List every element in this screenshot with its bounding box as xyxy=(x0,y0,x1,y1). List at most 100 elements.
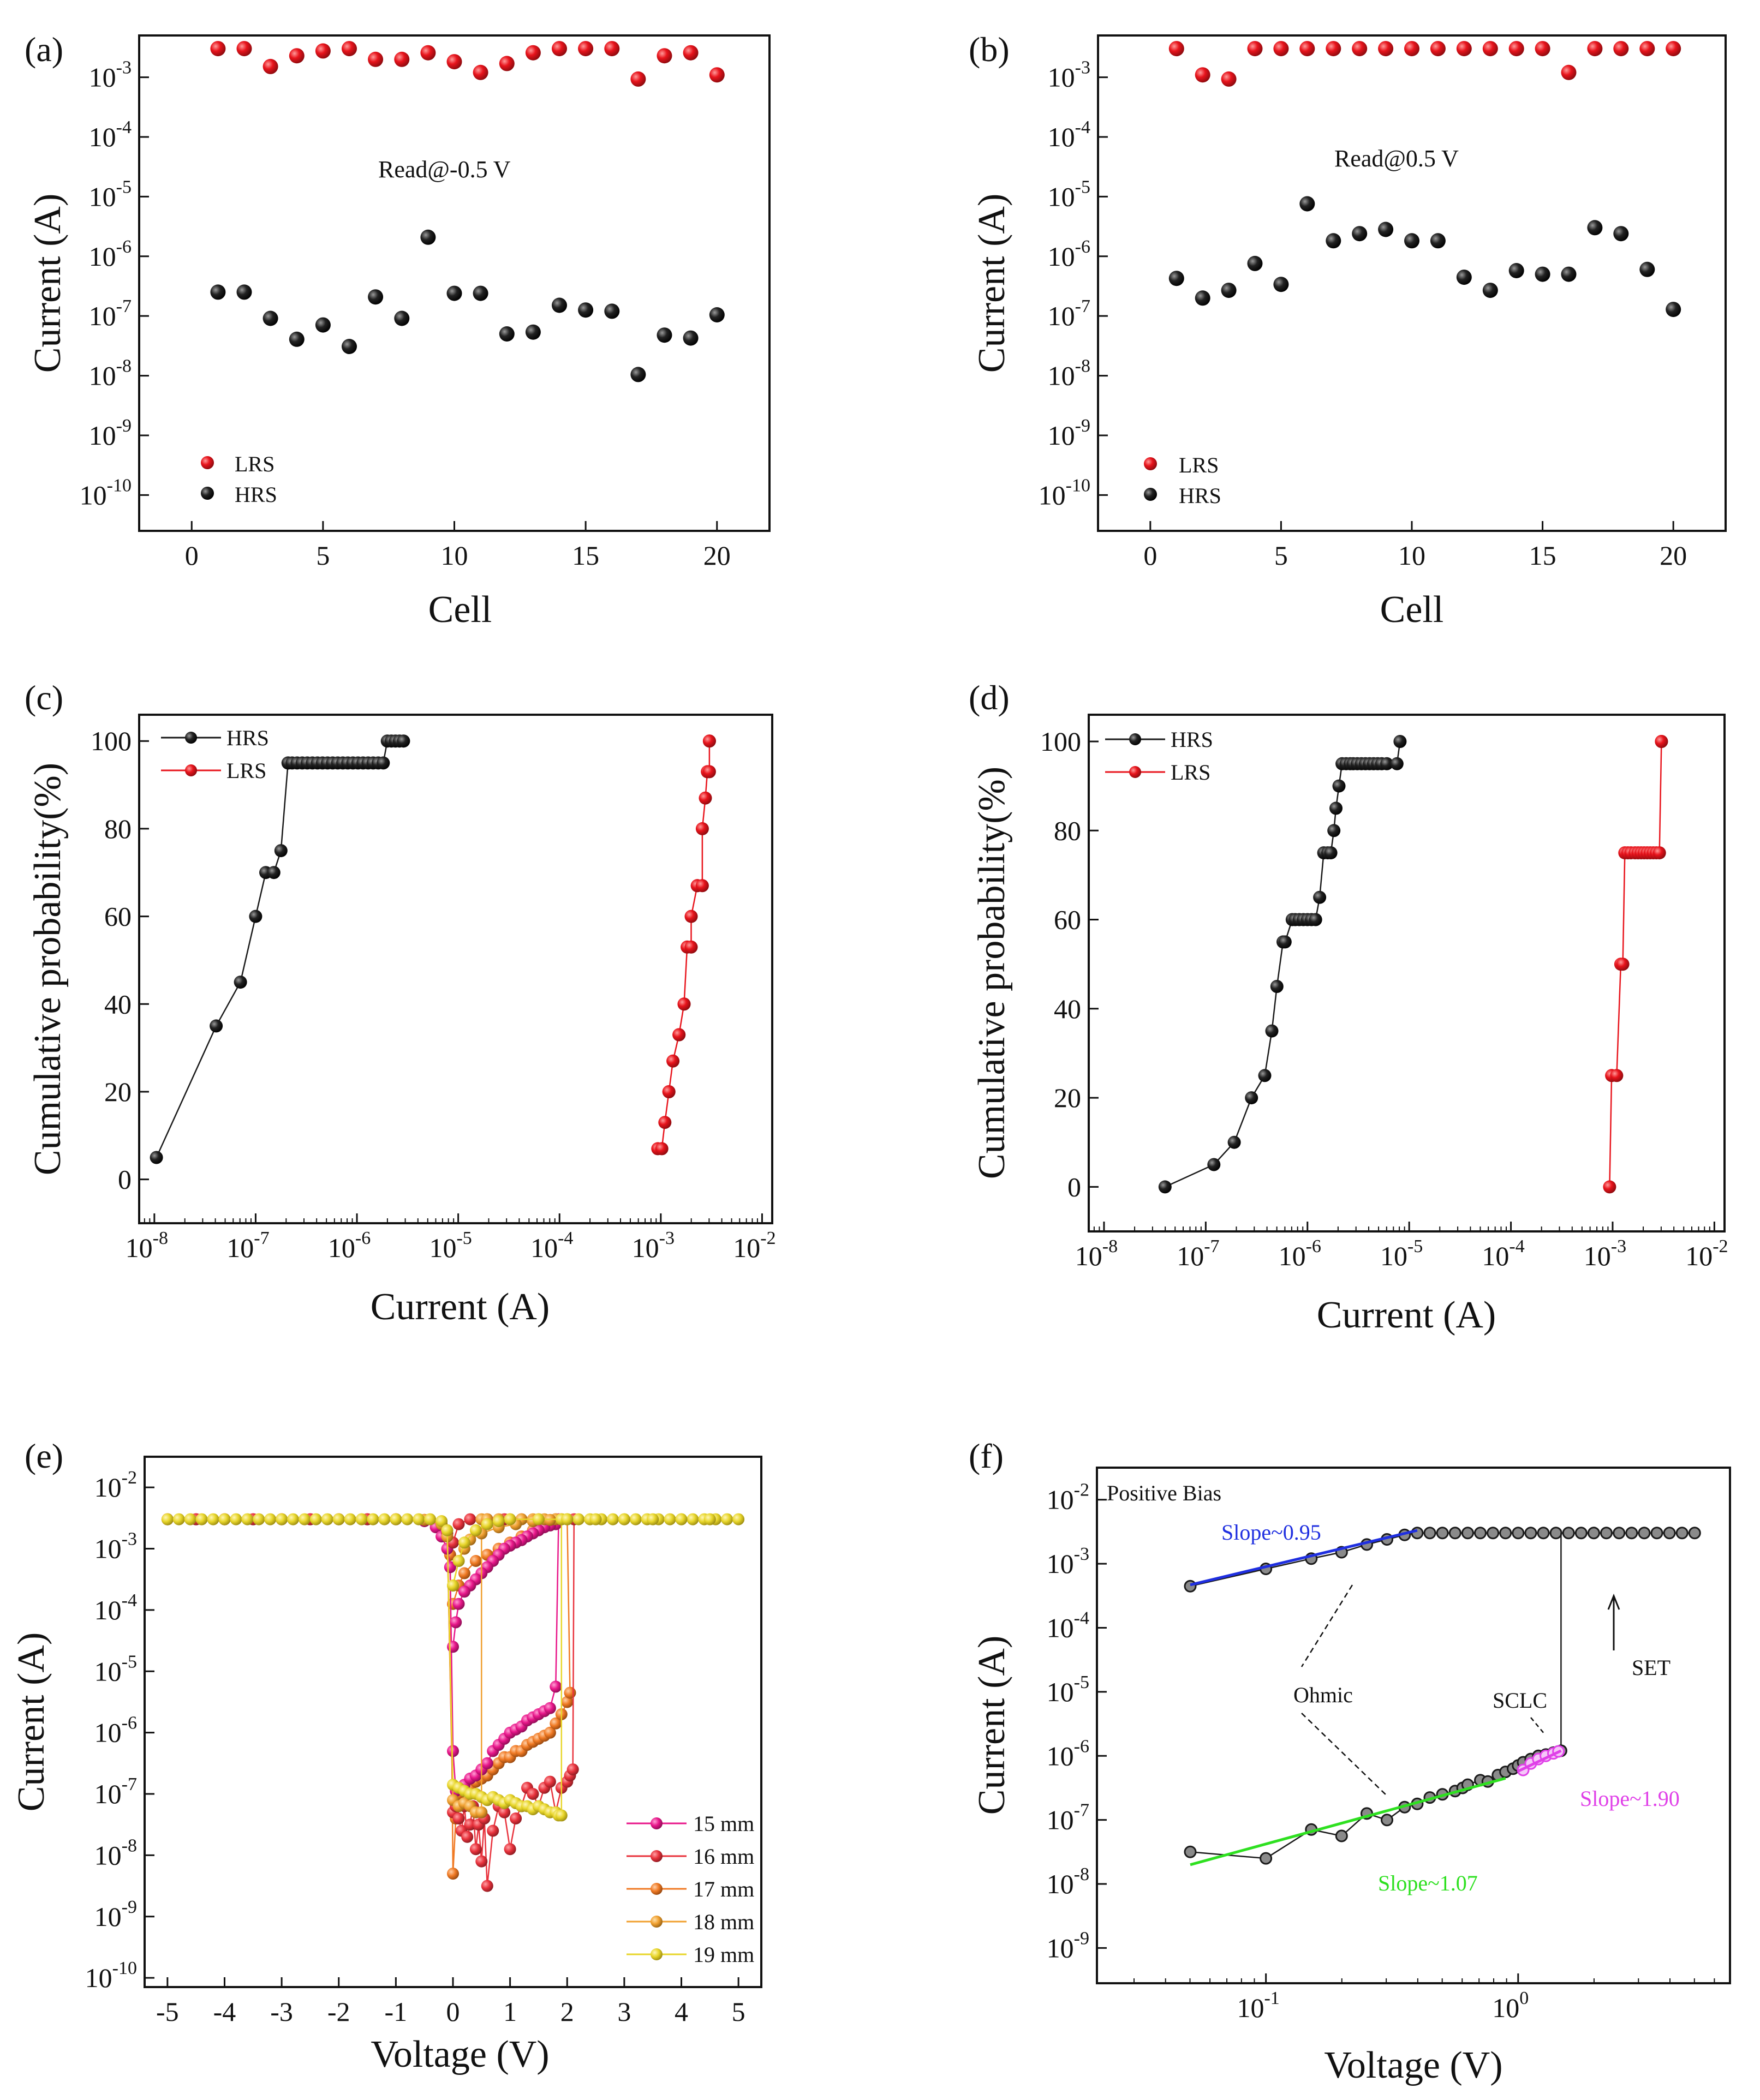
data-point xyxy=(629,1513,642,1525)
panel-label: (e) xyxy=(25,1437,63,1475)
x-axis-label: Cell xyxy=(1380,589,1444,631)
data-point xyxy=(262,310,278,326)
y-tick-label: 100 xyxy=(91,726,132,756)
series-lrs-sweep xyxy=(1184,1527,1701,1593)
data-point xyxy=(1378,41,1394,57)
data-point xyxy=(481,1757,493,1769)
data-point xyxy=(1245,1091,1258,1105)
legend-marker-17mm xyxy=(651,1883,663,1895)
y-tick-label: 10-3 xyxy=(1047,1544,1089,1579)
legend-label-hrs: HRS xyxy=(1179,483,1221,508)
data-point xyxy=(1168,271,1184,286)
data-point xyxy=(458,1567,470,1580)
x-axis-label: Cell xyxy=(428,589,492,631)
x-tick-label: 0 xyxy=(446,1996,460,2027)
legend-label-19mm: 19 mm xyxy=(693,1942,754,1967)
x-tick-label: 5 xyxy=(316,540,330,571)
y-tick-label: 10-6 xyxy=(89,237,132,272)
x-axis-label: Voltage (V) xyxy=(371,2033,549,2075)
data-point xyxy=(236,41,252,57)
series-slope-1-07 xyxy=(1190,1776,1506,1866)
data-point xyxy=(447,1868,459,1880)
data-point xyxy=(1666,41,1681,57)
data-point xyxy=(253,1513,265,1525)
data-point xyxy=(1247,255,1263,271)
panel-label: (f) xyxy=(969,1437,1004,1475)
data-point xyxy=(424,1513,437,1525)
data-point xyxy=(1265,1024,1279,1038)
data-point xyxy=(1423,1527,1436,1540)
x-tick-label: 0 xyxy=(185,540,199,571)
legend-marker-16mm xyxy=(651,1850,663,1862)
legend-label-hrs: HRS xyxy=(1171,727,1213,752)
data-point xyxy=(1404,41,1419,57)
data-point xyxy=(687,1513,699,1525)
read-voltage-annotation: Read@-0.5 V xyxy=(378,156,511,183)
series-lrs xyxy=(210,41,725,87)
plot-area xyxy=(1184,1527,1701,1866)
data-point xyxy=(695,879,709,893)
data-point xyxy=(1393,735,1407,748)
y-ticks: 10-10 10-9 10-8 10-7 10-6 10-5 10-4 10-3 xyxy=(1039,58,1108,510)
legend-marker-19mm xyxy=(651,1948,663,1960)
y-tick-label: 80 xyxy=(104,813,132,844)
data-point xyxy=(469,1524,482,1536)
data-point xyxy=(1650,1527,1663,1540)
data-point xyxy=(1625,1527,1638,1540)
data-point xyxy=(702,734,716,748)
data-point xyxy=(210,41,226,57)
x-tick-label: -3 xyxy=(270,1996,293,2027)
data-point xyxy=(161,1513,174,1525)
data-point xyxy=(1512,1527,1525,1540)
data-point xyxy=(1309,913,1322,926)
data-point xyxy=(315,317,331,333)
y-tick-label: 10-3 xyxy=(89,58,132,93)
data-point xyxy=(1327,824,1341,837)
x-ticks: -5 -4 -3 -2 -1 0 1 2 3 4 5 xyxy=(156,1977,745,2027)
panel-a: (a) 0 5 10 15 20 10-1010-910-810-710-610-510… xyxy=(25,30,771,631)
data-point xyxy=(657,48,672,64)
y-axis-label: Current (A) xyxy=(10,1632,52,1812)
data-point xyxy=(473,64,488,80)
annotation-ohmic: Ohmic xyxy=(1293,1683,1353,1707)
data-point xyxy=(578,41,594,57)
data-point xyxy=(458,1586,470,1598)
data-point xyxy=(695,822,709,835)
x-tick-label: -5 xyxy=(156,1996,179,2027)
y-tick-label: 10-2 xyxy=(94,1468,137,1503)
panel-label: (b) xyxy=(969,30,1010,69)
plot-area xyxy=(150,734,716,1164)
y-tick-label: 10-9 xyxy=(89,416,132,451)
data-point xyxy=(218,1513,231,1525)
panel-label: (a) xyxy=(25,30,63,69)
data-point xyxy=(184,1513,196,1525)
data-point xyxy=(464,1818,476,1831)
data-point xyxy=(589,1513,602,1525)
data-point xyxy=(1535,266,1550,282)
data-point xyxy=(1324,846,1338,860)
data-point xyxy=(1675,1527,1689,1540)
data-point xyxy=(394,310,410,326)
y-tick-label: 10-4 xyxy=(89,117,132,152)
data-point xyxy=(469,1843,482,1856)
data-point xyxy=(446,54,462,70)
data-point xyxy=(1688,1527,1701,1540)
series-19-mm xyxy=(161,1513,745,1822)
y-tick-label: 10-5 xyxy=(94,1652,137,1686)
data-point xyxy=(525,45,541,61)
data-point xyxy=(1652,846,1666,860)
data-point xyxy=(1666,302,1681,318)
y-tick-label: 10-7 xyxy=(1047,1800,1089,1835)
panel-b: (b) 0 5 10 15 20 10-1010-910-810-710-610-510… xyxy=(969,30,1727,631)
plot-frame xyxy=(138,714,773,1224)
series-lrs xyxy=(1168,41,1681,87)
data-point xyxy=(1561,64,1577,80)
y-tick-label: 10-8 xyxy=(89,356,132,391)
data-point xyxy=(344,1513,356,1525)
data-point xyxy=(1549,1527,1562,1540)
y-tick-label: 10-6 xyxy=(1047,1736,1089,1771)
y-tick-label: 10-5 xyxy=(1048,177,1090,212)
data-point xyxy=(1639,261,1655,277)
data-point xyxy=(475,1806,488,1818)
